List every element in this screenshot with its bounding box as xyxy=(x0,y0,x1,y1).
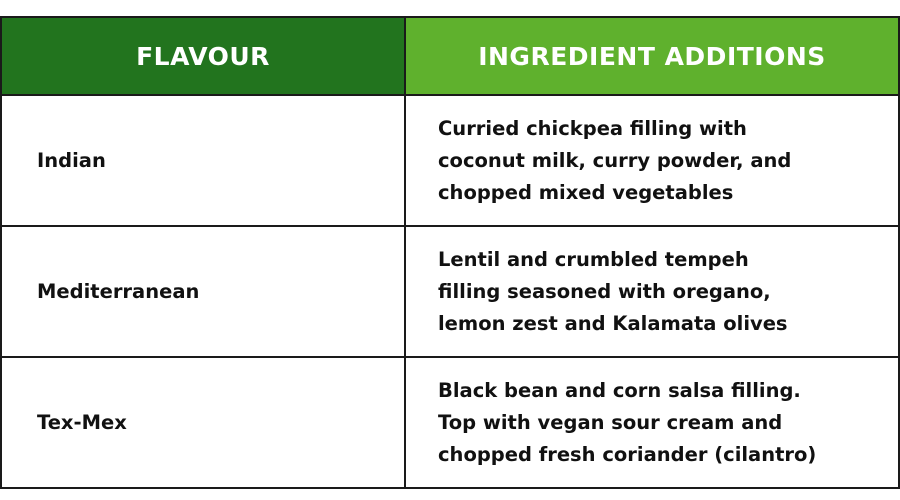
header-ingredient-additions: INGREDIENT ADDITIONS xyxy=(404,16,900,96)
header-flavour: FLAVOUR xyxy=(0,16,406,96)
flavour-cell: Indian xyxy=(0,94,406,227)
flavour-cell: Tex-Mex xyxy=(0,356,406,489)
additions-cell: Black bean and corn salsa filling. Top w… xyxy=(404,356,900,489)
table-row: Indian Curried chickpea filling with coc… xyxy=(0,94,900,227)
additions-cell: Lentil and crumbled tempeh filling seaso… xyxy=(404,225,900,358)
additions-cell: Curried chickpea filling with coconut mi… xyxy=(404,94,900,227)
flavour-cell: Mediterranean xyxy=(0,225,406,358)
flavour-table: FLAVOUR INGREDIENT ADDITIONS Indian Curr… xyxy=(0,16,900,489)
table-row: Tex-Mex Black bean and corn salsa fillin… xyxy=(0,356,900,489)
table-row: Mediterranean Lentil and crumbled tempeh… xyxy=(0,225,900,358)
table-header: FLAVOUR INGREDIENT ADDITIONS xyxy=(0,16,900,96)
